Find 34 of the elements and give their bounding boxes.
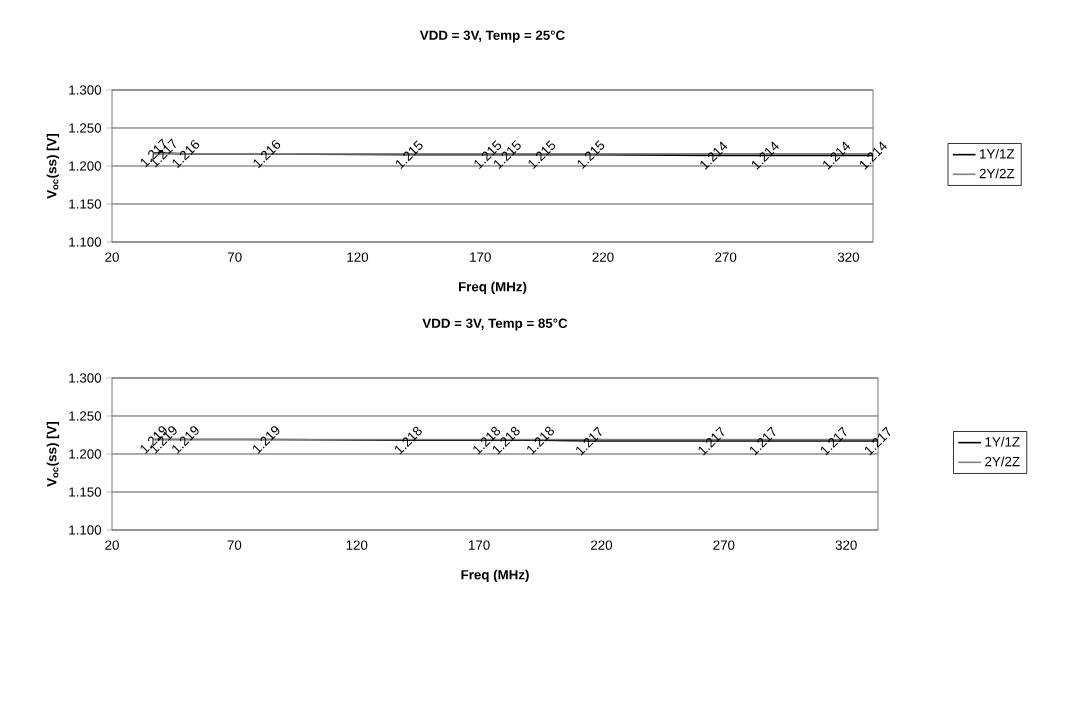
x-tick-label: 220 <box>591 540 613 550</box>
x-tick-label: 170 <box>470 252 491 262</box>
x-tick-label: 170 <box>469 540 490 550</box>
chart-title: VDD = 3V, Temp = 85°C <box>422 318 568 331</box>
legend-label: 2Y/2Z <box>979 168 1015 179</box>
x-tick-label: 70 <box>227 540 242 550</box>
legend-label: 2Y/2Z <box>985 456 1020 467</box>
y-tick-label: 1.100 <box>69 237 102 247</box>
x-axis-title: Freq (MHz) <box>461 569 529 583</box>
x-tick-label: 120 <box>347 252 369 262</box>
x-tick-label: 270 <box>713 540 735 550</box>
y-tick-label: 1.150 <box>69 199 102 209</box>
y-tick-label: 1.150 <box>69 487 102 497</box>
y-tick-label: 1.250 <box>69 411 102 421</box>
legend-label: 1Y/1Z <box>980 148 1015 159</box>
x-tick-label: 220 <box>592 252 614 262</box>
legend-label: 1Y/1Z <box>985 436 1020 447</box>
x-axis-title: Freq (MHz) <box>458 281 527 295</box>
x-tick-label: 20 <box>105 252 119 262</box>
x-tick-label: 120 <box>346 540 368 550</box>
y-axis-title: V$_{oc}$(ss) [V] <box>46 133 60 199</box>
x-tick-label: 70 <box>228 252 242 262</box>
y-axis-title: V$_{oc}$(ss) [V] <box>46 421 60 487</box>
y-tick-label: 1.300 <box>69 85 102 95</box>
y-tick-label: 1.100 <box>69 525 102 535</box>
y-tick-label: 1.200 <box>69 449 102 459</box>
x-tick-label: 320 <box>835 540 857 550</box>
x-tick-label: 20 <box>105 540 119 550</box>
y-tick-label: 1.200 <box>69 161 102 171</box>
x-tick-label: 270 <box>715 252 737 262</box>
x-tick-label: 320 <box>837 252 860 262</box>
y-tick-label: 1.300 <box>69 373 102 383</box>
chart-title: VDD = 3V, Temp = 25°C <box>419 30 565 43</box>
y-tick-label: 1.250 <box>69 123 102 133</box>
